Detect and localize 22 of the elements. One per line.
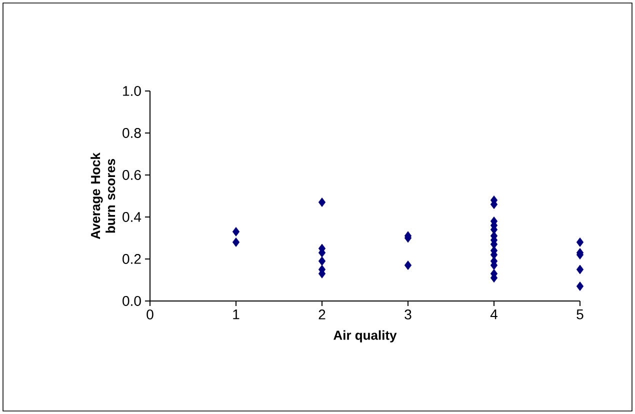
y-tick-label: 0.0: [122, 296, 141, 306]
y-axis-title: Average Hock burn scores: [90, 152, 116, 240]
y-tick-label: 0.2: [122, 254, 141, 264]
point: [576, 237, 584, 247]
point: [576, 264, 584, 274]
point: [404, 260, 412, 270]
x-tick-label: 0: [146, 310, 154, 320]
point: [318, 198, 326, 207]
x-tick-label: 5: [576, 310, 584, 320]
x-tick-label: 3: [404, 310, 412, 320]
y-tick-label: 0.8: [122, 128, 141, 138]
x-axis-title: Air quality: [334, 330, 397, 342]
point: [232, 226, 240, 236]
point: [232, 237, 240, 247]
x-tick-label: 1: [233, 310, 240, 320]
x-tick-label: 2: [318, 310, 326, 320]
point: [318, 256, 326, 266]
point: [576, 282, 584, 291]
y-tick-label: 0.6: [122, 170, 141, 180]
y-tick-label: 1.0: [123, 86, 141, 96]
y-tick-label: 0.4: [122, 212, 142, 222]
x-tick-label: 4: [490, 310, 498, 320]
